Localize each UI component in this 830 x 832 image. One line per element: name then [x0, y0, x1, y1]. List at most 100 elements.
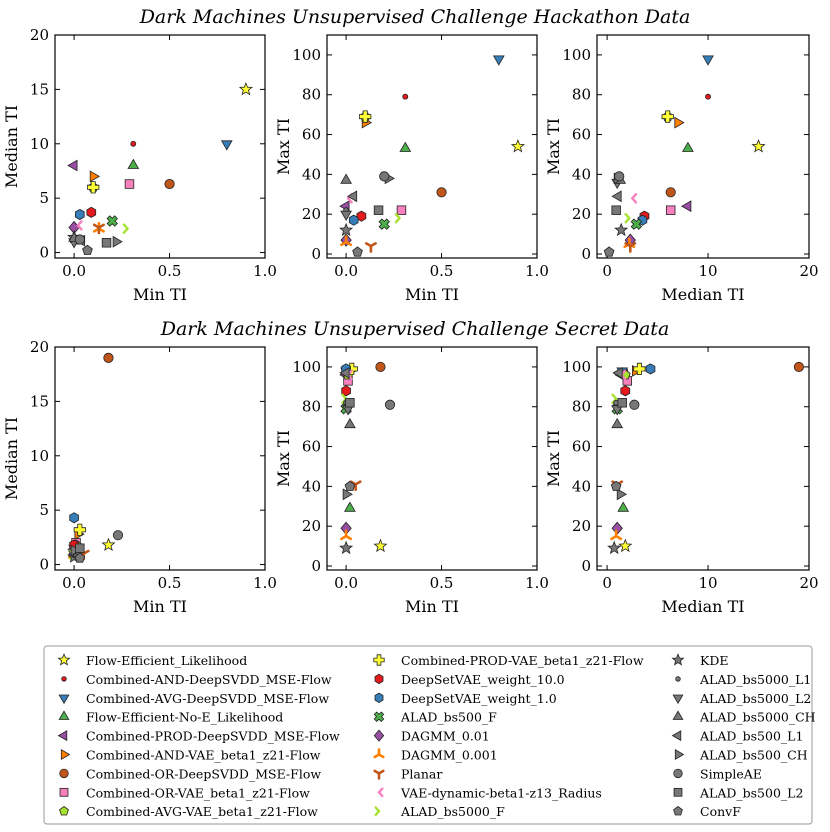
data-point-flow-efficient-no-e-likelihood	[344, 501, 356, 512]
y-tick-label: 100	[292, 358, 321, 376]
hackathon-section-title: Dark Machines Unsupervised Challenge Hac…	[139, 6, 691, 28]
data-point-flow-efficient-likelihood	[101, 537, 116, 552]
y-axis-label: Median TI	[2, 105, 21, 188]
y-axis-label: Max TI	[274, 430, 293, 487]
data-point-flow-efficient-likelihood	[510, 139, 525, 153]
y-tick-label: 0	[39, 244, 49, 262]
legend-marker	[373, 654, 385, 666]
plot-frame	[596, 346, 810, 571]
legend-entry: Combined-AVG-VAE_beta1_z21-Flow	[86, 804, 318, 819]
legend-entry: ALAD_bs500_L1	[699, 729, 803, 744]
data-point-flow-efficient-no-e-likelihood	[682, 141, 694, 152]
y-tick-label: 60	[572, 126, 591, 144]
legend-entry: VAE-dynamic-beta1-z13_Radius	[400, 785, 602, 800]
data-point-combined-or-vae-beta1-z21-flow	[665, 205, 676, 215]
y-tick-label: 20	[572, 517, 591, 535]
x-axis-label: Min TI	[405, 285, 459, 304]
x-tick-label: 0.0	[334, 262, 358, 280]
data-point-alad-bs5000-ch	[340, 173, 352, 184]
legend-entry: Combined-AVG-DeepSVDD_MSE-Flow	[86, 691, 329, 706]
legend-entry: ALAD_bs500_F	[400, 710, 497, 725]
data-point-combined-or-deepsvdd-mse-flow	[436, 187, 447, 198]
data-point-combined-and-deepsvdd-mse-flow	[402, 93, 409, 100]
x-tick-label: 1.0	[525, 574, 549, 592]
data-point-combined-or-vae-beta1-z21-flow	[396, 205, 407, 215]
y-tick-label: 100	[562, 358, 591, 376]
y-tick-label: 40	[572, 165, 591, 183]
data-point-flow-efficient-likelihood	[618, 538, 633, 553]
legend-marker	[374, 692, 384, 703]
legend-box	[43, 645, 813, 825]
data-point-flow-efficient-no-e-likelihood	[127, 158, 140, 169]
legend-entry: DAGMM_0.01	[401, 729, 490, 744]
data-point-convf	[352, 246, 363, 257]
data-point-alad-bs500-l1	[339, 367, 350, 379]
y-tick-label: 80	[302, 86, 321, 104]
y-tick-label: 60	[302, 438, 321, 456]
x-tick-label: 10	[699, 262, 718, 280]
y-tick-label: 10	[30, 135, 49, 153]
plot-frame	[54, 34, 266, 259]
x-tick-label: 0.5	[158, 574, 182, 592]
x-tick-label: 1.0	[525, 262, 549, 280]
x-tick-label: 0	[602, 262, 612, 280]
data-point-combined-and-vae-beta1-z21-flow	[674, 116, 685, 129]
legend-entry: Flow-Efficient_Likelihood	[86, 653, 247, 668]
data-point-combined-or-deepsvdd-mse-flow	[793, 361, 804, 372]
plot-frame	[326, 346, 538, 571]
x-axis-label: Median TI	[661, 597, 744, 616]
legend-marker	[377, 787, 384, 798]
data-point-alad-bs500-ch	[112, 235, 123, 248]
data-point-kde	[614, 222, 629, 237]
x-tick-label: 20	[799, 574, 818, 592]
legend-entry: ALAD_bs5000_CH	[699, 710, 816, 725]
x-tick-label: 0	[602, 574, 612, 592]
data-point-alad-bs500-l2	[611, 205, 621, 215]
data-point-convf	[74, 552, 86, 563]
data-point-combined-avg-deepsvdd-mse-flow	[702, 55, 714, 66]
data-point-alad-bs500-l1	[612, 367, 623, 379]
data-point-combined-prod-deepsvdd-mse-flow	[681, 200, 692, 213]
data-point-alad-bs500-l2	[101, 238, 112, 248]
data-point-combined-or-deepsvdd-mse-flow	[164, 178, 175, 190]
legend-entry: Combined-PROD-VAE_beta1_z21-Flow	[401, 653, 644, 668]
data-point-combined-or-deepsvdd-mse-flow	[665, 187, 676, 198]
legend-marker	[673, 787, 683, 797]
x-tick-label: 10	[699, 574, 718, 592]
legend-entry: Planar	[401, 766, 442, 781]
legend-marker	[675, 676, 681, 682]
data-point-planar	[624, 242, 637, 253]
legend-entry: ALAD_bs500_L2	[699, 785, 803, 800]
data-point-combined-or-deepsvdd-mse-flow	[103, 352, 114, 363]
data-point-combined-or-deepsvdd-mse-flow	[375, 361, 386, 372]
y-axis-label: Max TI	[544, 430, 563, 487]
y-tick-label: 20	[302, 205, 321, 223]
data-point-dagmm-0-001	[610, 529, 623, 541]
scatter-panel-2: 0.0 0.5 1.0 0 20 40 60 80 100 Min TI Max TI	[274, 34, 549, 304]
data-point-alad-bs500-f	[630, 218, 643, 230]
y-tick-label: 5	[39, 189, 49, 207]
x-tick-label: 20	[799, 262, 818, 280]
y-tick-label: 80	[572, 86, 591, 104]
x-tick-label: 0.5	[158, 262, 182, 280]
x-axis-label: Min TI	[133, 597, 187, 616]
data-point-vae-dynamic-beta1-z13-radius	[631, 193, 638, 204]
legend-marker	[57, 730, 68, 742]
legend-entry: ALAD_bs5000_F	[400, 804, 505, 819]
data-point-deepsetvae-weight-1-0	[75, 208, 85, 221]
legend-marker	[57, 653, 71, 666]
data-point-combined-and-deepsvdd-mse-flow	[130, 140, 137, 147]
y-tick-label: 40	[572, 477, 591, 495]
data-point-alad-bs5000-ch	[611, 417, 624, 429]
legend-entry: Combined-OR-DeepSVDD_MSE-Flow	[86, 766, 321, 781]
legend-marker	[58, 694, 70, 705]
x-tick-label: 1.0	[253, 574, 277, 592]
data-point-combined-prod-vae-beta1-z21-flow	[87, 181, 100, 194]
legend-entry: Combined-AND-VAE_beta1_z21-Flow	[86, 748, 321, 763]
legend-entry: KDE	[700, 653, 729, 668]
scatter-panel-1: 0.0 0.5 1.0 0 5 10 15 20 Min TI Median TI	[2, 26, 277, 304]
data-point-combined-avg-deepsvdd-mse-flow	[220, 140, 233, 151]
data-point-simpleae	[112, 530, 124, 541]
